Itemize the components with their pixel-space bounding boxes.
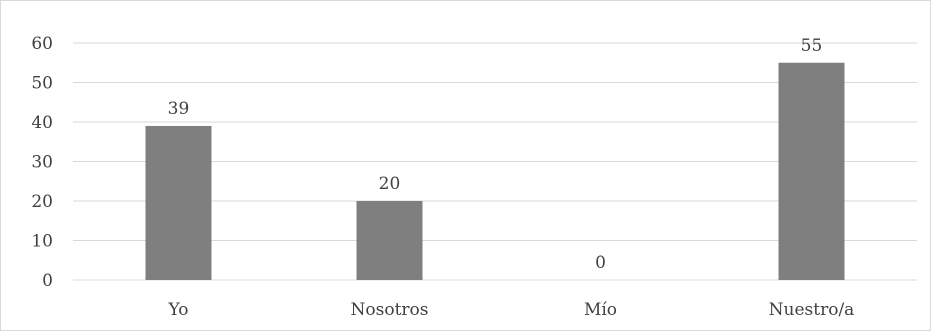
bar — [778, 62, 845, 280]
category-label: Yo — [168, 300, 189, 320]
y-tick-label: 60 — [31, 34, 53, 54]
data-label: 39 — [168, 99, 190, 119]
gridlines — [73, 42, 917, 281]
y-tick-label: 30 — [31, 153, 53, 173]
y-tick-label: 40 — [31, 113, 53, 133]
y-tick-label: 0 — [42, 271, 53, 291]
y-tick-label: 50 — [31, 74, 53, 94]
bar — [356, 201, 423, 280]
category-labels: Yo Nosotros Mío Nuestro/a — [168, 300, 855, 320]
data-labels: 39 20 0 55 — [168, 36, 823, 273]
y-axis-ticks: 0 10 20 30 40 50 60 — [31, 34, 53, 291]
y-tick-label: 10 — [31, 232, 53, 252]
data-label: 0 — [595, 253, 606, 273]
bar — [145, 125, 212, 280]
category-label: Nuestro/a — [769, 300, 855, 320]
category-label: Mío — [584, 300, 617, 320]
data-label: 20 — [379, 174, 401, 194]
bars — [145, 62, 845, 280]
category-label: Nosotros — [351, 300, 429, 320]
data-label: 55 — [801, 36, 823, 56]
y-tick-label: 20 — [31, 192, 53, 212]
